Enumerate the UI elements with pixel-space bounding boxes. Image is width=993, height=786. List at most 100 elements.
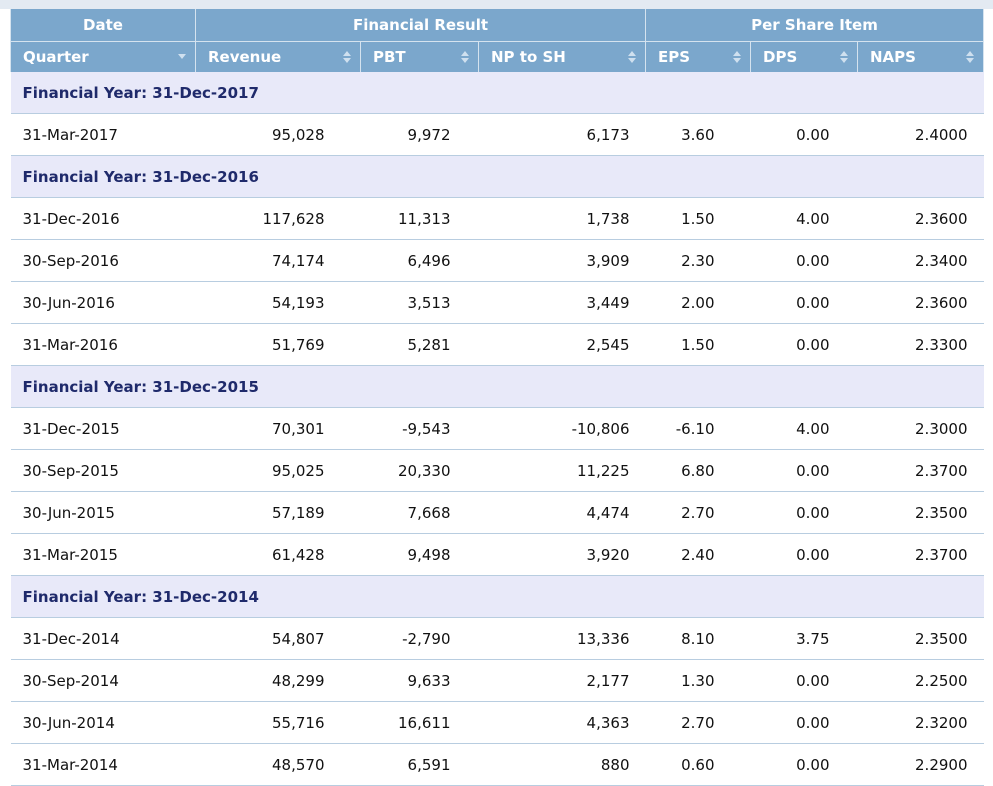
cell-eps: 0.60 [645, 743, 751, 786]
cell-naps: 2.3400 [857, 239, 984, 282]
fiscal-year-group-row: Financial Year: 31-Dec-2014 [10, 575, 984, 618]
table-row: 30-Sep-2016 74,174 6,496 3,909 2.30 0.00 2.340… [10, 239, 984, 282]
fiscal-year-group-row: Financial Year: 31-Dec-2016 [10, 155, 984, 198]
cell-np-to-sh: 2,545 [478, 323, 646, 366]
cell-eps: 8.10 [645, 617, 751, 660]
cell-np-to-sh: 1,738 [478, 197, 646, 240]
column-header-dps[interactable]: DPS [750, 41, 858, 72]
fiscal-year-label: Financial Year: 31-Dec-2017 [10, 72, 984, 114]
cell-revenue: 74,174 [195, 239, 361, 282]
cell-revenue: 95,028 [195, 113, 361, 156]
table-row: 30-Sep-2015 95,025 20,330 11,225 6.80 0.00 2.3… [10, 449, 984, 492]
cell-quarter: 30-Sep-2015 [10, 449, 196, 492]
cell-eps: 1.50 [645, 323, 751, 366]
table-row: 30-Jun-2014 55,716 16,611 4,363 2.70 0.00 2.32… [10, 701, 984, 744]
cell-quarter: 31-Mar-2017 [10, 113, 196, 156]
cell-revenue: 57,189 [195, 491, 361, 534]
cell-revenue: 48,299 [195, 659, 361, 702]
cell-quarter: 31-Mar-2014 [10, 743, 196, 786]
cell-revenue: 54,193 [195, 281, 361, 324]
cell-eps: 2.70 [645, 491, 751, 534]
fiscal-year-group-row: Financial Year: 31-Dec-2017 [10, 72, 984, 114]
column-header-quarter[interactable]: Quarter [10, 41, 196, 72]
column-header-pbt[interactable]: PBT [360, 41, 479, 72]
cell-pbt: 9,972 [360, 113, 479, 156]
sort-icon [733, 51, 742, 63]
table-row: 31-Dec-2016 117,628 11,313 1,738 1.50 4.00 2.3… [10, 197, 984, 240]
cell-np-to-sh: 880 [478, 743, 646, 786]
column-header-revenue[interactable]: Revenue [195, 41, 361, 72]
column-label: PBT [373, 48, 406, 66]
cell-revenue: 117,628 [195, 197, 361, 240]
cell-eps: 1.30 [645, 659, 751, 702]
cell-dps: 0.00 [750, 113, 858, 156]
cell-np-to-sh: 4,363 [478, 701, 646, 744]
cell-quarter: 30-Jun-2014 [10, 701, 196, 744]
cell-pbt: 7,668 [360, 491, 479, 534]
cell-naps: 2.3000 [857, 407, 984, 450]
fiscal-year-label: Financial Year: 31-Dec-2015 [10, 365, 984, 408]
cell-naps: 2.2500 [857, 659, 984, 702]
cell-eps: 2.40 [645, 533, 751, 576]
cell-np-to-sh: 4,474 [478, 491, 646, 534]
cell-eps: 2.70 [645, 701, 751, 744]
group-header-row: Date Financial Result Per Share Item [10, 9, 985, 42]
cell-dps: 4.00 [750, 197, 858, 240]
cell-np-to-sh: 2,177 [478, 659, 646, 702]
top-strip [0, 0, 993, 9]
cell-naps: 2.3600 [857, 197, 984, 240]
cell-naps: 2.3700 [857, 449, 984, 492]
cell-dps: 0.00 [750, 449, 858, 492]
table-row: 31-Dec-2014 54,807 -2,790 13,336 8.10 3.75 2.3… [10, 617, 984, 660]
fiscal-year-label: Financial Year: 31-Dec-2016 [10, 155, 984, 198]
fiscal-year-group-row: Financial Year: 31-Dec-2015 [10, 365, 984, 408]
cell-pbt: 6,591 [360, 743, 479, 786]
cell-np-to-sh: 3,909 [478, 239, 646, 282]
cell-pbt: 9,633 [360, 659, 479, 702]
cell-np-to-sh: 3,449 [478, 281, 646, 324]
column-label: Revenue [208, 48, 282, 66]
cell-revenue: 54,807 [195, 617, 361, 660]
cell-quarter: 30-Sep-2014 [10, 659, 196, 702]
cell-pbt: 11,313 [360, 197, 479, 240]
table-row: 31-Mar-2017 95,028 9,972 6,173 3.60 0.00 2.400… [10, 113, 984, 156]
table-header: Date Financial Result Per Share Item Qua… [10, 9, 985, 72]
cell-revenue: 51,769 [195, 323, 361, 366]
cell-naps: 2.3700 [857, 533, 984, 576]
cell-quarter: 31-Mar-2015 [10, 533, 196, 576]
sort-icon [840, 51, 849, 63]
cell-dps: 0.00 [750, 701, 858, 744]
cell-pbt: 5,281 [360, 323, 479, 366]
column-header-naps[interactable]: NAPS [856, 41, 985, 72]
cell-revenue: 48,570 [195, 743, 361, 786]
cell-naps: 2.3200 [857, 701, 984, 744]
cell-quarter: 31-Dec-2015 [10, 407, 196, 450]
cell-pbt: 20,330 [360, 449, 479, 492]
cell-naps: 2.4000 [857, 113, 984, 156]
cell-pbt: 3,513 [360, 281, 479, 324]
fiscal-year-label: Financial Year: 31-Dec-2014 [10, 575, 984, 618]
table-row: 30-Sep-2014 48,299 9,633 2,177 1.30 0.00 2.250… [10, 659, 984, 702]
sort-desc-icon [178, 54, 187, 66]
cell-np-to-sh: 13,336 [478, 617, 646, 660]
column-header-eps[interactable]: EPS [645, 41, 751, 72]
column-label: NAPS [870, 48, 916, 66]
cell-np-to-sh: 6,173 [478, 113, 646, 156]
cell-eps: -6.10 [645, 407, 751, 450]
sort-icon [966, 51, 975, 63]
cell-revenue: 95,025 [195, 449, 361, 492]
table-row: 31-Mar-2014 48,570 6,591 880 0.60 0.00 2.2900 [10, 743, 984, 786]
table-row: 31-Mar-2015 61,428 9,498 3,920 2.40 0.00 2.370… [10, 533, 984, 576]
table-row: 31-Mar-2016 51,769 5,281 2,545 1.50 0.00 2.330… [10, 323, 984, 366]
column-header-row: Quarter Revenue PBT NP to SH EPS [10, 41, 985, 72]
column-header-np-to-sh[interactable]: NP to SH [478, 41, 646, 72]
cell-dps: 0.00 [750, 281, 858, 324]
cell-dps: 0.00 [750, 491, 858, 534]
cell-revenue: 55,716 [195, 701, 361, 744]
cell-np-to-sh: 3,920 [478, 533, 646, 576]
cell-eps: 1.50 [645, 197, 751, 240]
cell-naps: 2.3500 [857, 491, 984, 534]
cell-quarter: 30-Jun-2015 [10, 491, 196, 534]
sort-icon [628, 51, 637, 63]
